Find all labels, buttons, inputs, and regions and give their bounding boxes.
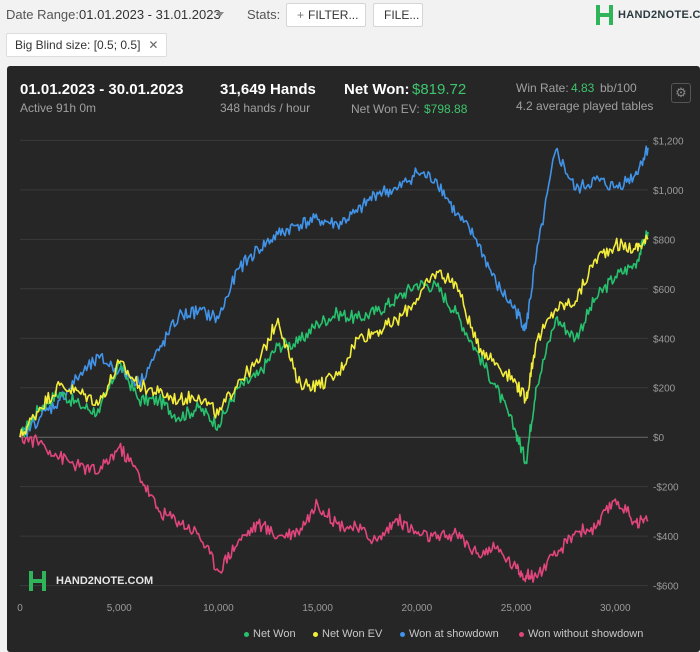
legend-item[interactable]: Won without showdown — [519, 628, 643, 640]
x-tick-label: 20,000 — [402, 603, 433, 614]
close-icon[interactable]: ✕ — [148, 38, 159, 52]
date-range-select[interactable]: 01.01.2023 - 31.01.2023 — [79, 7, 221, 22]
legend-item[interactable]: Net Won EV — [313, 628, 382, 640]
stats-label: Stats: — [247, 7, 281, 22]
filter-tag[interactable]: Big Blind size: [0.5; 0.5] ✕ — [6, 33, 168, 57]
legend-dot-icon — [244, 631, 249, 637]
legend-dot-icon — [519, 631, 524, 637]
y-tick-label: -$200 — [653, 483, 679, 494]
win-rate-label: Win Rate: — [516, 81, 569, 95]
date-range-label: Date Range: — [6, 7, 79, 22]
y-tick-label: $200 — [653, 384, 676, 395]
graph-panel — [7, 66, 700, 652]
y-tick-label: -$600 — [653, 582, 679, 593]
chart-lines — [19, 145, 649, 583]
period-label: 01.01.2023 - 30.01.2023 — [20, 81, 184, 98]
y-tick-label: -$400 — [653, 532, 679, 543]
filter-bar: Date Range: 01.01.2023 - 31.01.2023 Stat… — [0, 0, 700, 32]
legend-label: Won at showdown — [409, 628, 499, 640]
x-tick-label: 0 — [17, 603, 23, 614]
net-won-value: $819.72 — [412, 81, 467, 98]
net-won-label: Net Won: — [344, 81, 410, 98]
series-line — [19, 234, 649, 438]
legend-item[interactable]: Net Won — [244, 628, 296, 640]
legend-dot-icon — [313, 631, 318, 637]
net-won-ev-label: Net Won EV: — [351, 102, 420, 116]
win-rate-unit: bb/100 — [600, 81, 637, 95]
series-line — [19, 145, 649, 438]
x-tick-label: 15,000 — [302, 603, 333, 614]
logo-text: HAND2NOTE.COM — [618, 9, 700, 21]
watermark-logo-icon — [29, 571, 46, 591]
hand2note-logo-icon — [596, 5, 613, 25]
active-time: Active 91h 0m — [20, 101, 97, 115]
y-axis-ticks: -$600 -$400 -$200 $0 $200 $400 $600 $800 $1,000 $… — [653, 136, 684, 592]
x-axis-ticks: 0 5,000 10,000 15,000 20,000 25,000 30,000 — [17, 603, 631, 614]
gear-icon[interactable]: ⚙ — [671, 83, 691, 103]
x-tick-label: 25,000 — [501, 603, 532, 614]
x-tick-label: 30,000 — [600, 603, 631, 614]
chevron-down-icon[interactable] — [216, 12, 224, 17]
net-won-ev-value: $798.88 — [424, 102, 468, 116]
series-line — [19, 230, 649, 465]
series-line — [19, 430, 649, 583]
x-tick-label: 5,000 — [107, 603, 132, 614]
y-tick-label: $1,200 — [653, 136, 684, 147]
x-tick-label: 10,000 — [203, 603, 234, 614]
hands-count: 31,649 Hands — [220, 81, 316, 98]
legend-dot-icon — [400, 631, 405, 637]
filter-button[interactable]: + FILTER... — [286, 3, 366, 27]
watermark-text: HAND2NOTE.COM — [56, 575, 154, 587]
y-tick-label: $400 — [653, 334, 676, 345]
legend-label: Net Won EV — [322, 628, 383, 640]
legend-label: Net Won — [253, 628, 296, 640]
y-tick-label: $600 — [653, 285, 676, 296]
file-button[interactable]: FILE... — [373, 3, 423, 27]
y-tick-label: $0 — [653, 433, 665, 444]
legend-item[interactable]: Won at showdown — [400, 628, 499, 640]
chart-grid — [20, 139, 648, 587]
plus-icon: + — [297, 8, 305, 22]
hands-per-hour: 348 hands / hour — [220, 101, 311, 115]
y-tick-label: $1,000 — [653, 186, 684, 197]
legend-label: Won without showdown — [528, 628, 644, 640]
average-tables: 4.2 average played tables — [516, 99, 654, 113]
win-rate-value: 4.83 — [571, 81, 595, 95]
y-tick-label: $800 — [653, 235, 676, 246]
